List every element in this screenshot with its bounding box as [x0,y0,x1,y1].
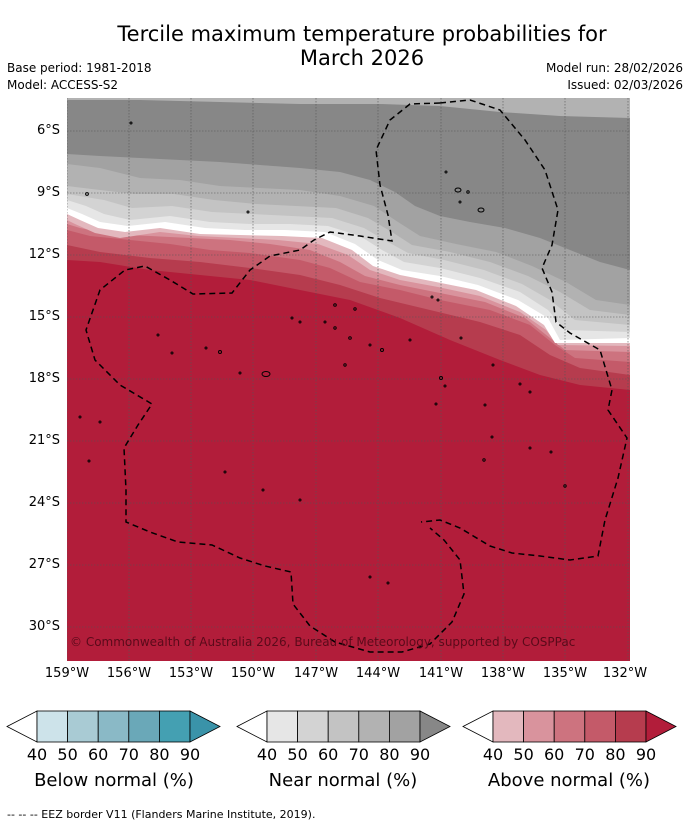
lon-label-144W: 144°W [355,666,401,681]
lat-label-30S: 30°S [28,619,60,634]
near-normal-tick-label: 70 [348,745,369,764]
near-normal-tick-label: 60 [318,745,339,764]
lon-label-150W: 150°W [230,666,276,681]
lon-label-159W: 159°W [44,666,90,681]
islands [78,121,567,585]
lon-label-135W: 135°W [542,666,588,681]
above-normal-colorbar-max-arrow [645,710,677,743]
lat-label-21S: 21°S [28,433,60,448]
above-normal-tick-label: 90 [635,745,657,764]
near-normal-colorbar-min-arrow [236,710,268,743]
lat-label-24S: 24°S [28,495,60,510]
map-field [67,98,630,661]
near-normal-colorbar-max-arrow [419,710,451,743]
below-normal-label: Below normal (%) [34,770,194,791]
eez-footer-note: -- -- -- EEZ border V11 (Flanders Marine… [7,808,316,821]
below-normal-colorbar-segment [97,710,130,743]
title-line-2: March 2026 [299,46,425,70]
lat-label-18S: 18°S [28,371,60,386]
below-normal-colorbar-segment [158,710,191,743]
near-normal-label: Near normal (%) [268,770,418,791]
above-normal-tick-label: 50 [513,745,534,764]
above-normal-tick-label: 40 [482,745,504,764]
above-normal-colorbar-segment [492,710,525,743]
below-normal-tick-label: 70 [118,745,139,764]
above-normal-colorbar-segment [553,710,586,743]
near-normal-90-region [67,98,630,270]
above-normal-colorbar-segment [584,710,616,743]
colorbars [6,710,677,743]
near-normal-colorbar-segment [358,710,390,743]
near-normal-colorbar-segment [327,710,360,743]
model-run: Model run: 28/02/2026 [545,61,683,75]
lat-label-15S: 15°S [28,309,60,324]
below-normal-tick-label: 60 [88,745,109,764]
lon-label-138W: 138°W [480,666,526,681]
below-normal-colorbar-segment [67,710,99,743]
below-normal-colorbar-segment [36,710,69,743]
lat-label-6S: 6°S [36,123,60,138]
eez-borders [85,99,628,653]
near-normal-top-band [67,98,630,118]
model-name: Model: ACCESS-S2 [7,78,119,92]
above-normal-colorbar-segment [523,710,555,743]
above-normal-tick-label: 80 [605,745,626,764]
meta-right: Model run: 28/02/2026 Issued: 02/03/2026 [546,60,683,94]
below-normal-colorbar-max-arrow [189,710,221,743]
lon-label-132W: 132°W [602,666,648,681]
above-normal-colorbar-min-arrow [462,710,494,743]
below-normal-tick-label: 50 [57,745,78,764]
lat-label-27S: 27°S [28,557,60,572]
above-normal-label: Above normal (%) [487,770,651,791]
below-normal-colorbar-segment [128,710,160,743]
map-title: Tercile maximum temperature probabilitie… [60,22,664,70]
near-normal-colorbar-segment [297,710,329,743]
title-line-1: Tercile maximum temperature probabilitie… [117,22,607,46]
near-normal-tick-label: 90 [409,745,431,764]
above-normal-tick-label: 60 [544,745,565,764]
lat-label-12S: 12°S [28,247,60,262]
lon-label-153W: 153°W [168,666,214,681]
below-normal-tick-label: 80 [149,745,170,764]
meta-left: Base period: 1981-2018 Model: ACCESS-S2 [7,60,152,94]
lat-label-9S: 9°S [36,185,60,200]
near-normal-colorbar-segment [388,710,421,743]
below-normal-tick-label: 40 [26,745,48,764]
above-normal-colorbar-segment [615,710,647,743]
lon-label-156W: 156°W [106,666,152,681]
near-normal-tick-label: 40 [256,745,278,764]
near-normal-colorbar-segment [266,710,299,743]
below-normal-colorbar-min-arrow [6,710,38,743]
lon-label-147W: 147°W [293,666,339,681]
near-normal-tick-label: 80 [379,745,400,764]
graticule [67,98,630,661]
above-normal-tick-label: 70 [574,745,595,764]
below-normal-tick-label: 90 [179,745,201,764]
base-period: Base period: 1981-2018 [7,61,152,75]
near-normal-tick-label: 50 [287,745,308,764]
lon-label-141W: 141°W [418,666,464,681]
issued-date: Issued: 02/03/2026 [567,78,683,92]
copyright-text: © Commonwealth of Australia 2026, Bureau… [70,635,575,649]
